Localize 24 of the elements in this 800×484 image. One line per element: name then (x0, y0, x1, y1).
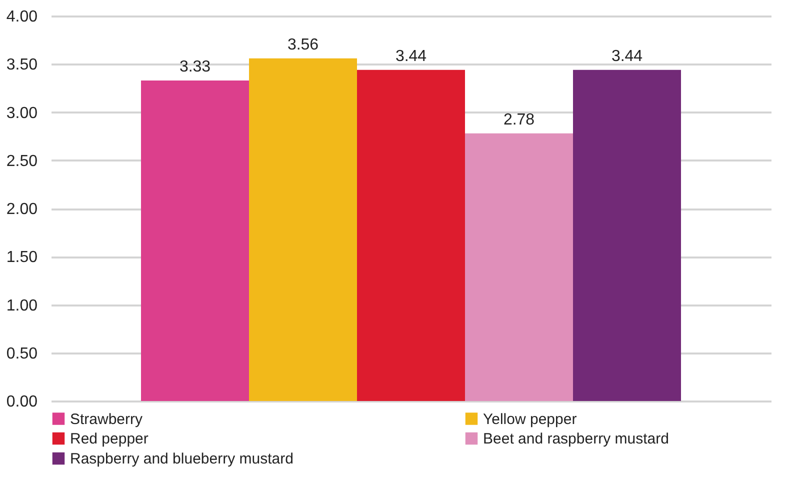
y-tick-label: 0.50 (6, 345, 38, 362)
bar (249, 58, 357, 401)
data-label: 3.44 (395, 48, 427, 65)
legend-label: Beet and raspberry mustard (483, 430, 669, 448)
data-label: 3.56 (287, 36, 319, 54)
y-tick-label: 0.00 (6, 394, 38, 410)
legend-label: Strawberry (70, 410, 144, 428)
legend-label: Yellow pepper (483, 410, 577, 428)
y-tick-label: 3.50 (6, 56, 38, 74)
y-tick-label: 2.50 (6, 152, 38, 170)
y-tick-label: 1.00 (6, 297, 38, 314)
bar (141, 80, 249, 401)
y-tick-label: 1.50 (6, 249, 38, 266)
data-label: 3.33 (179, 58, 211, 76)
y-tick-label: 4.00 (6, 8, 38, 26)
data-label: 3.44 (611, 48, 643, 65)
legend-label: Raspberry and blueberry mustard (70, 450, 294, 468)
legend-label: Red pepper (70, 430, 148, 448)
y-tick-label: 3.00 (6, 104, 38, 122)
bar (573, 70, 681, 401)
y-tick-label: 2.00 (6, 201, 38, 218)
bar (357, 70, 465, 401)
bar (465, 133, 573, 401)
data-label: 2.78 (503, 111, 535, 128)
